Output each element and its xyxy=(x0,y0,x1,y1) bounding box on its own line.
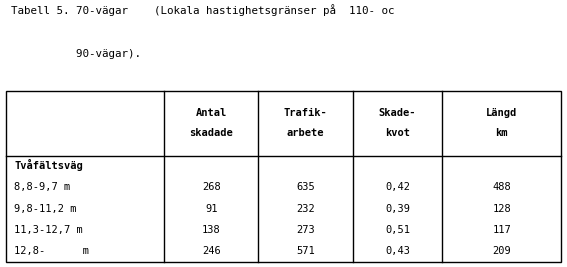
Text: Tabell 5. 70-vägar    (Lokala hastighetsgränser på  110- oc: Tabell 5. 70-vägar (Lokala hastighetsgrä… xyxy=(11,4,395,16)
Text: arbete: arbete xyxy=(287,128,324,138)
Text: 246: 246 xyxy=(202,246,221,256)
Text: 0,43: 0,43 xyxy=(385,246,410,256)
Text: 128: 128 xyxy=(492,204,511,214)
Text: 488: 488 xyxy=(492,182,511,193)
Text: 12,8-      m: 12,8- m xyxy=(14,246,89,256)
Text: 138: 138 xyxy=(202,225,221,235)
Text: 9,8-11,2 m: 9,8-11,2 m xyxy=(14,204,77,214)
Text: 273: 273 xyxy=(297,225,315,235)
Text: skadade: skadade xyxy=(189,128,233,138)
Text: 0,39: 0,39 xyxy=(385,204,410,214)
Text: 117: 117 xyxy=(492,225,511,235)
Text: 268: 268 xyxy=(202,182,221,193)
Text: 209: 209 xyxy=(492,246,511,256)
Text: Tvåfältsväg: Tvåfältsväg xyxy=(14,159,83,171)
Text: 8,8-9,7 m: 8,8-9,7 m xyxy=(14,182,70,193)
Text: kvot: kvot xyxy=(385,128,410,138)
Text: 90-vägar).: 90-vägar). xyxy=(11,49,141,58)
Text: 635: 635 xyxy=(297,182,315,193)
Text: Skade-: Skade- xyxy=(379,108,416,118)
Text: km: km xyxy=(496,128,508,138)
Text: 232: 232 xyxy=(297,204,315,214)
Text: 0,42: 0,42 xyxy=(385,182,410,193)
Text: 11,3-12,7 m: 11,3-12,7 m xyxy=(14,225,83,235)
Text: 91: 91 xyxy=(205,204,218,214)
Text: 0,51: 0,51 xyxy=(385,225,410,235)
Text: 571: 571 xyxy=(297,246,315,256)
Text: Antal: Antal xyxy=(196,108,227,118)
Text: Trafik-: Trafik- xyxy=(284,108,328,118)
Text: Längd: Längd xyxy=(486,108,517,118)
